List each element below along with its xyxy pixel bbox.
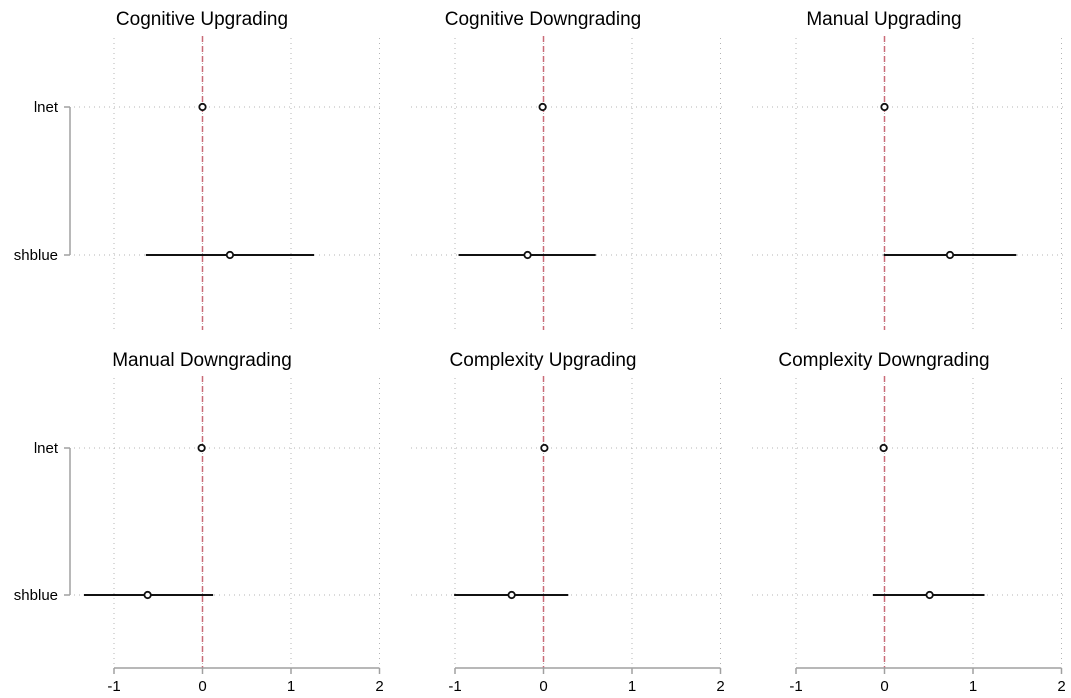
panel-4-title: Manual Downgrading	[112, 350, 292, 371]
panel-6-x-tick-label: -1	[789, 678, 802, 695]
panel-6-x-tick-label: 2	[1057, 678, 1065, 695]
panel-4-x-tick-label: -1	[107, 678, 120, 695]
panel-1-point-lnet	[198, 102, 207, 112]
panel-5-x-tick-label: 1	[628, 678, 636, 695]
panel-2-title: Cognitive Downgrading	[445, 9, 641, 30]
panel-4-x-tick-label: 1	[287, 678, 295, 695]
panel-5-point-shblue	[507, 590, 516, 600]
panel-4-point-shblue	[143, 590, 152, 600]
panel-6-x-tick-label: 1	[969, 678, 977, 695]
panel-4-y-tick-label-lnet: lnet	[34, 440, 59, 457]
panel-3-title: Manual Upgrading	[806, 9, 961, 30]
panel-6-point-lnet	[879, 443, 888, 453]
panel-5-title: Complexity Upgrading	[450, 350, 637, 371]
panel-6-title: Complexity Downgrading	[778, 350, 989, 371]
panel-2-point-shblue	[523, 250, 532, 260]
panel-1-title: Cognitive Upgrading	[116, 9, 288, 30]
panel-4-y-tick-label-shblue: shblue	[14, 587, 58, 604]
panel-6-x-tick-label: 0	[880, 678, 888, 695]
panel-1-y-tick-label-shblue: shblue	[14, 247, 58, 264]
panel-5-x-tick-label: 2	[716, 678, 724, 695]
panel-4-x-tick-label: 0	[198, 678, 206, 695]
panel-5-point-lnet	[540, 443, 549, 453]
panel-3-point-shblue	[945, 250, 955, 260]
panel-5-x-tick-label: 0	[539, 678, 547, 695]
panel-3-point-lnet	[880, 102, 889, 112]
panel-4-point-lnet	[197, 443, 206, 453]
panel-1-y-tick-label-lnet: lnet	[34, 99, 59, 116]
panel-5-x-tick-label: -1	[448, 678, 461, 695]
panel-4-x-tick-label: 2	[375, 678, 383, 695]
panel-1-point-shblue	[225, 250, 235, 260]
panel-6-point-shblue	[925, 590, 934, 600]
panel-2-point-lnet	[538, 102, 547, 112]
